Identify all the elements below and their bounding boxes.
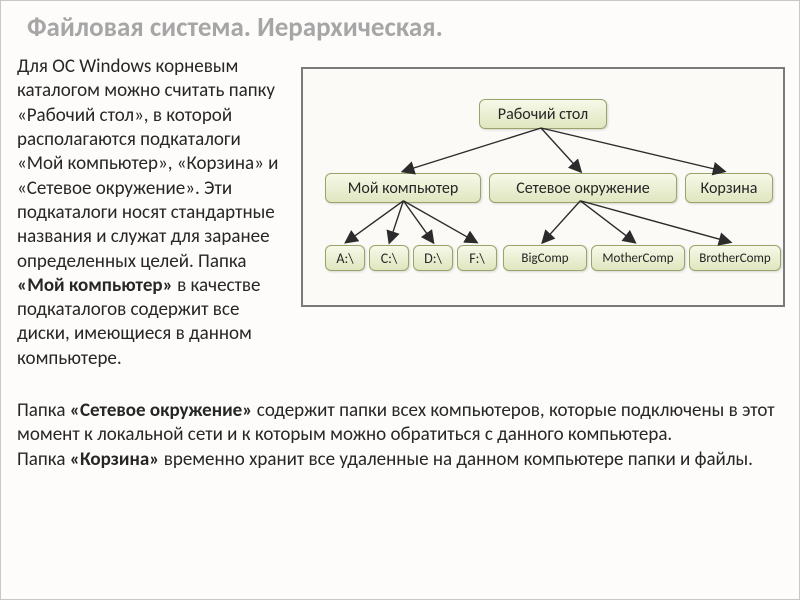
- hierarchy-diagram: Рабочий стол Мой компьютер Сетевое окружен…: [301, 67, 785, 307]
- tree-node-c: C:\: [369, 245, 409, 271]
- tree-node-net: Сетевое окружение: [489, 173, 677, 203]
- body-text-bottom: Папка «Сетевое окружение» содержит папки…: [17, 399, 783, 472]
- tree-node-big: BigComp: [503, 245, 587, 271]
- tree-node-f: F:\: [457, 245, 497, 271]
- tree-node-brother: BrotherComp: [689, 245, 781, 271]
- tree-node-mother: MotherComp: [591, 245, 685, 271]
- body-text-left: Для ОС Windows корневым каталогом можно …: [17, 55, 289, 371]
- slide-title: Файловая система. Иерархическая.: [27, 11, 783, 44]
- tree-node-a: A:\: [325, 245, 365, 271]
- tree-node-mycomp: Мой компьютер: [325, 173, 481, 203]
- tree-node-root: Рабочий стол: [479, 99, 607, 129]
- tree-node-d: D:\: [413, 245, 453, 271]
- tree-node-trash: Корзина: [685, 173, 773, 203]
- slide: Файловая система. Иерархическая. Для ОС …: [0, 0, 800, 600]
